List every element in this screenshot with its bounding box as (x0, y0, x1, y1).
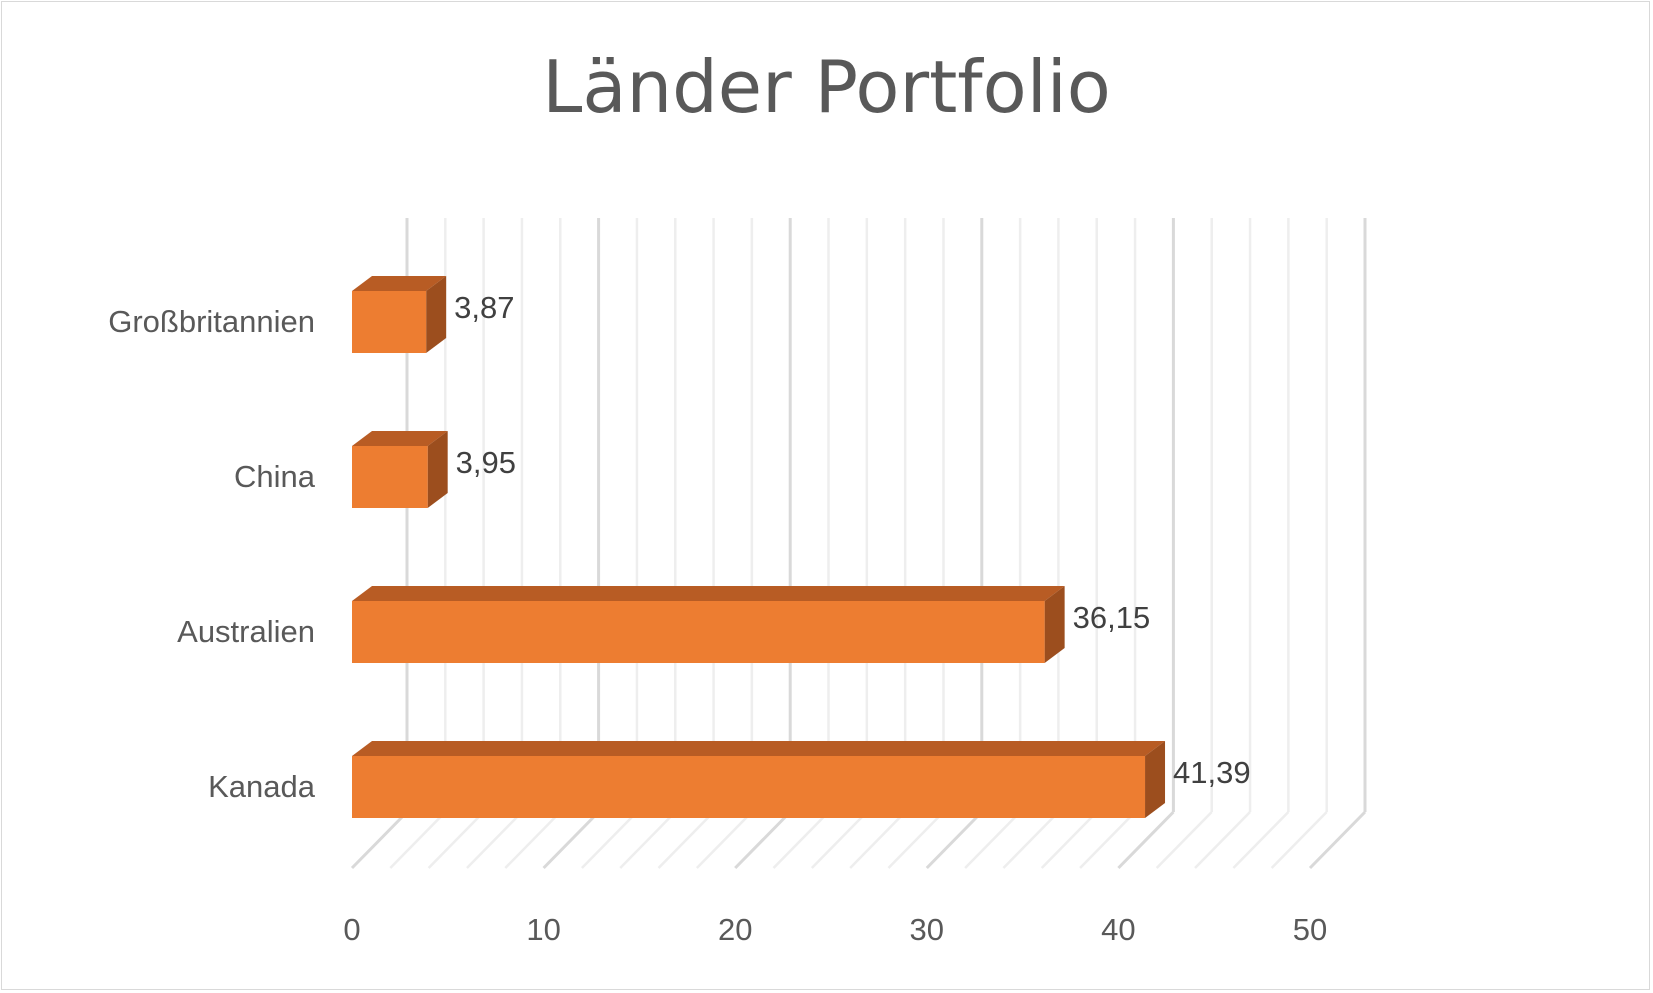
x-tick-label: 20 (718, 912, 752, 947)
category-label: China (234, 459, 316, 494)
grid-layer (350, 218, 1367, 870)
floor-gridline-minor (1194, 811, 1251, 869)
floor-gridline-major (1117, 810, 1175, 870)
floor-gridline-minor (810, 811, 868, 869)
floor-gridline-minor (504, 811, 562, 869)
data-label: 41,39 (1173, 755, 1251, 790)
data-label: 3,95 (456, 445, 516, 480)
floor-gridline-minor (581, 811, 638, 869)
floor-gridline-major (542, 810, 600, 870)
floor-gridline-minor (389, 811, 447, 869)
bar-top-face (352, 431, 448, 446)
floor-gridline-minor (887, 811, 945, 869)
category-label: Kanada (208, 769, 316, 804)
category-label: Großbritannien (108, 304, 315, 339)
bar (352, 276, 447, 353)
bar (352, 586, 1065, 663)
bar-top-face (352, 586, 1065, 601)
floor-gridline-major (1308, 810, 1367, 870)
bar-top-face (352, 276, 447, 291)
floor-gridline-major (734, 810, 792, 870)
bar (352, 431, 448, 508)
bar-side-face (426, 276, 447, 353)
x-tick-label: 50 (1293, 912, 1327, 947)
floor-gridline-major (925, 810, 983, 870)
bar-side-face (1145, 741, 1166, 818)
bar-front-face (352, 291, 427, 353)
floor-gridline-minor (1040, 811, 1098, 869)
floor-gridline-minor (1079, 811, 1136, 869)
category-label: Australien (177, 614, 315, 649)
floor-gridline-minor (466, 811, 523, 869)
floor-gridline-major (350, 810, 409, 870)
labels-layer: 0 10 20 30 40 50 Großbritannien 3,87 China 3,95 Au… (108, 290, 1327, 947)
bar-front-face (352, 756, 1146, 818)
floor-gridline-minor (964, 811, 1022, 869)
x-tick-label: 40 (1101, 912, 1135, 947)
floor-gridline-minor (1155, 811, 1213, 869)
data-label: 3,87 (454, 290, 514, 325)
floor-gridline-minor (1270, 811, 1328, 869)
floor-gridline-minor (695, 811, 753, 869)
floor-gridline-minor (619, 811, 677, 869)
x-tick-label: 30 (910, 912, 944, 947)
x-tick-label: 0 (343, 912, 360, 947)
floor-gridline-minor (657, 811, 715, 869)
bars-layer (352, 276, 1166, 818)
chart-title: Länder Portfolio (542, 45, 1111, 129)
floor-gridline-minor (772, 811, 830, 869)
bar (352, 741, 1166, 818)
floor-gridline-minor (1002, 811, 1060, 869)
x-tick-label: 10 (526, 912, 560, 947)
bar-top-face (352, 741, 1166, 756)
data-label: 36,15 (1073, 600, 1151, 635)
floor-gridline-minor (849, 811, 907, 869)
floor-gridline-minor (427, 811, 485, 869)
floor-gridline-minor (1232, 811, 1290, 869)
bar-front-face (352, 446, 428, 508)
bar-side-face (1044, 586, 1065, 663)
bar-front-face (352, 601, 1045, 663)
bar-side-face (427, 431, 448, 508)
